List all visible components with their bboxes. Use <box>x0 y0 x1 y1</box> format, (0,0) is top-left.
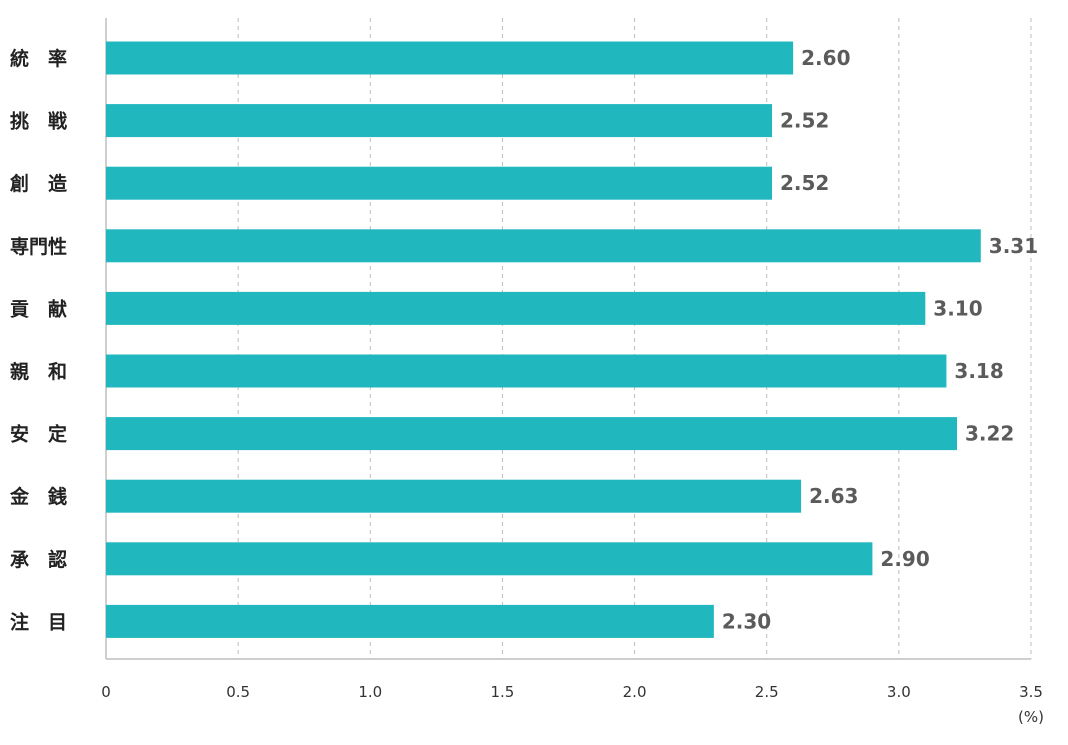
value-label: 3.18 <box>954 359 1003 383</box>
category-label: 金 銭 <box>9 485 67 508</box>
x-tick-label: 0 <box>101 683 111 701</box>
bar <box>106 291 926 325</box>
value-label: 2.60 <box>801 46 850 70</box>
bar <box>106 229 981 263</box>
category-label: 統 率 <box>10 47 67 70</box>
category-label: 専門性 <box>10 235 67 258</box>
bar <box>106 479 802 513</box>
x-tick-label: 3.0 <box>887 683 911 701</box>
value-label: 2.52 <box>780 109 829 133</box>
x-tick-label: 1.0 <box>358 683 382 701</box>
category-label: 安 定 <box>10 423 67 446</box>
bar <box>106 604 714 638</box>
x-axis-unit-label: (%) <box>1018 708 1044 726</box>
category-label: 創 造 <box>10 172 68 195</box>
bar <box>106 417 957 451</box>
category-label: 親 和 <box>10 360 67 383</box>
value-label: 3.31 <box>989 234 1038 258</box>
x-tick-label: 2.0 <box>623 683 647 701</box>
x-tick-label: 3.5 <box>1019 683 1043 701</box>
category-label: 挑 戦 <box>10 110 67 133</box>
bar <box>106 104 772 138</box>
value-label: 3.10 <box>933 296 982 320</box>
value-label: 2.30 <box>722 609 771 633</box>
category-label: 注 目 <box>10 610 67 633</box>
value-label: 2.90 <box>880 547 929 571</box>
value-label: 2.52 <box>780 171 829 195</box>
x-tick-label: 1.5 <box>490 683 514 701</box>
category-label: 承 認 <box>10 548 67 571</box>
category-label: 貢 献 <box>10 298 67 320</box>
bar <box>106 166 772 200</box>
value-label: 2.63 <box>809 484 858 508</box>
value-label: 3.22 <box>965 422 1014 446</box>
bar <box>106 41 794 75</box>
bar <box>106 542 873 576</box>
x-tick-label: 2.5 <box>755 683 779 701</box>
bar <box>106 354 947 388</box>
x-tick-label: 0.5 <box>226 683 250 701</box>
